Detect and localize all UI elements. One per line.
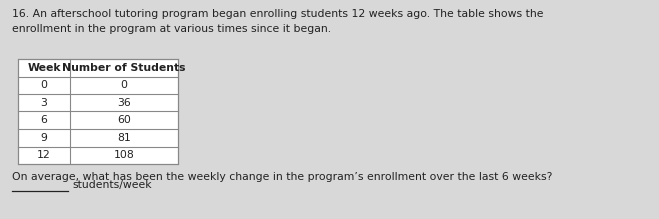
Text: 3: 3: [41, 98, 47, 108]
Text: Week: Week: [27, 63, 61, 73]
Text: On average, what has been the weekly change in the program’s enrollment over the: On average, what has been the weekly cha…: [12, 172, 552, 182]
Text: 12: 12: [37, 150, 51, 160]
Text: 108: 108: [113, 150, 134, 160]
Text: 36: 36: [117, 98, 131, 108]
Text: 16. An afterschool tutoring program began enrolling students 12 weeks ago. The t: 16. An afterschool tutoring program bega…: [12, 9, 544, 19]
Text: enrollment in the program at various times since it began.: enrollment in the program at various tim…: [12, 25, 331, 35]
FancyBboxPatch shape: [18, 59, 178, 164]
Text: 0: 0: [121, 80, 127, 90]
Text: 6: 6: [41, 115, 47, 125]
Text: Number of Students: Number of Students: [62, 63, 186, 73]
Text: students/week: students/week: [72, 180, 152, 191]
Text: 9: 9: [41, 133, 47, 143]
Text: 0: 0: [40, 80, 47, 90]
Text: 60: 60: [117, 115, 131, 125]
Text: 81: 81: [117, 133, 131, 143]
